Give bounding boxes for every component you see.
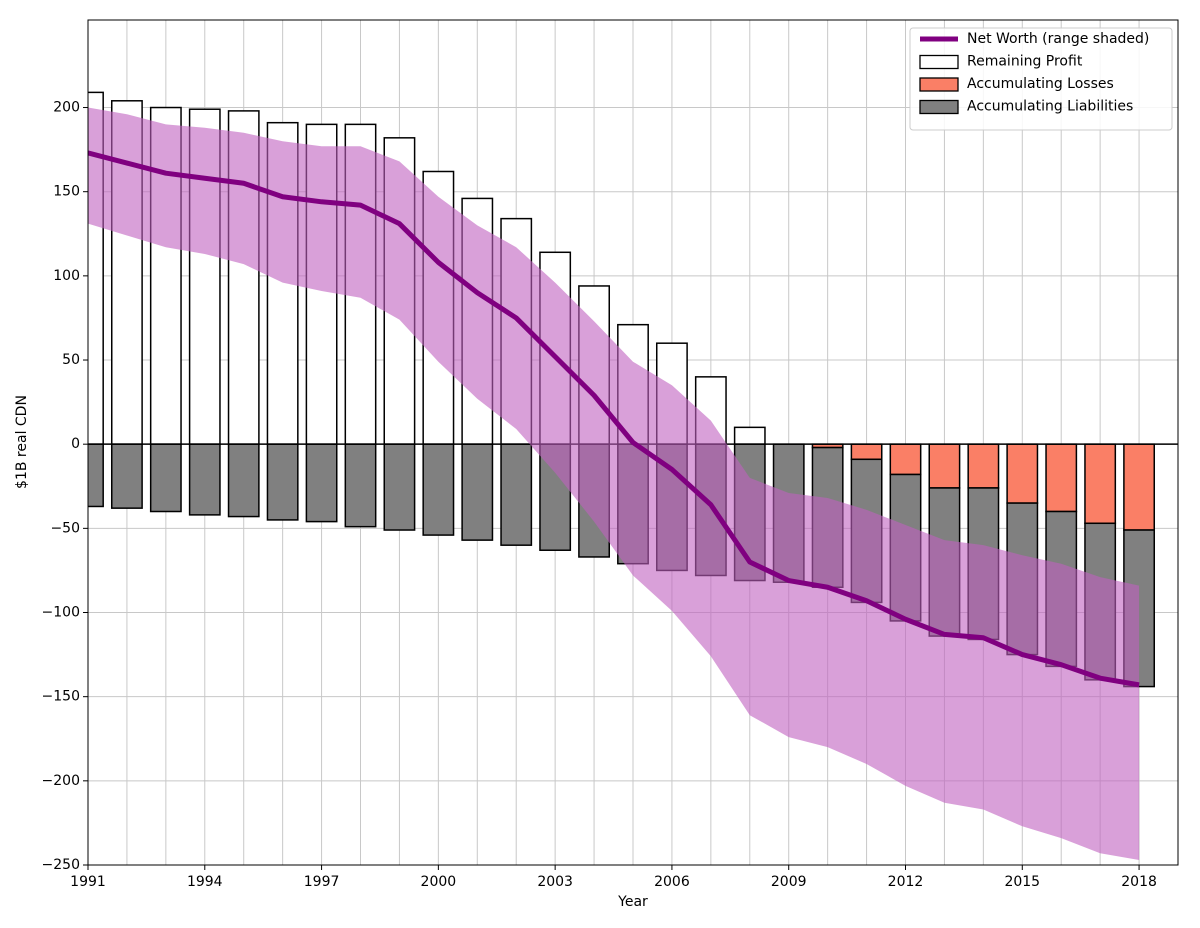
bar (967, 443, 1000, 489)
x-tick-label: 2018 (1121, 874, 1157, 890)
range-band (88, 107, 1140, 860)
y-tick-label: −200 (42, 773, 80, 789)
bar (305, 443, 338, 523)
bar (1006, 443, 1039, 504)
x-tick-label: 1991 (70, 874, 106, 890)
bar (1084, 443, 1117, 525)
x-tick-label: 1997 (304, 874, 340, 890)
x-tick-label: 2015 (1004, 874, 1040, 890)
y-axis-label: $1B real CDN (14, 395, 30, 489)
y-tick-label: 100 (53, 268, 80, 284)
y-tick-label: −150 (42, 689, 80, 705)
x-tick-label: 2003 (537, 874, 573, 890)
x-axis-label: Year (617, 894, 648, 910)
y-tick-label: 50 (62, 352, 80, 368)
bar (928, 443, 961, 489)
legend: Net Worth (range shaded) Remaining Profit… (909, 27, 1173, 131)
y-tick-label: 150 (53, 184, 80, 200)
bar (227, 443, 260, 518)
plot-area (88, 91, 1178, 860)
legend-swatch (919, 77, 959, 92)
x-tick-label: 2006 (654, 874, 690, 890)
y-tick-label: −250 (42, 857, 80, 873)
bar (383, 443, 416, 531)
legend-swatch (919, 54, 959, 70)
bar (149, 443, 182, 513)
legend-swatch (919, 99, 959, 115)
bar (850, 443, 883, 461)
legend-box (909, 27, 1173, 131)
bar (1045, 443, 1078, 513)
x-tick-label: 1994 (187, 874, 223, 890)
net-worth-line (88, 150, 1140, 688)
bar (88, 443, 104, 508)
bar (889, 443, 922, 476)
bar (733, 426, 766, 445)
axes: −250 −200 −150 −100 −50 0 50 100 150 200 1991 1994 1… (42, 19, 1179, 890)
y-tick-label: 0 (71, 436, 80, 452)
plot-frame (87, 19, 1179, 866)
x-tick-label: 2012 (888, 874, 924, 890)
bar (422, 443, 455, 536)
legend-label: Accumulating Liabilities (967, 99, 1133, 115)
bar (188, 443, 221, 516)
bar (344, 443, 377, 528)
legend-label: Accumulating Losses (967, 76, 1114, 92)
y-tick-label: −100 (42, 605, 80, 621)
bar (1123, 443, 1156, 531)
x-tick-label: 2000 (421, 874, 457, 890)
bar (266, 443, 299, 521)
bar (110, 443, 143, 509)
x-tick-label: 2009 (771, 874, 807, 890)
y-tick-label: 200 (53, 100, 80, 116)
y-tick-label: −50 (50, 520, 80, 536)
legend-label: Remaining Profit (967, 54, 1083, 70)
bar (500, 443, 533, 546)
bar (461, 443, 494, 541)
legend-label: Net Worth (range shaded) (967, 31, 1149, 47)
